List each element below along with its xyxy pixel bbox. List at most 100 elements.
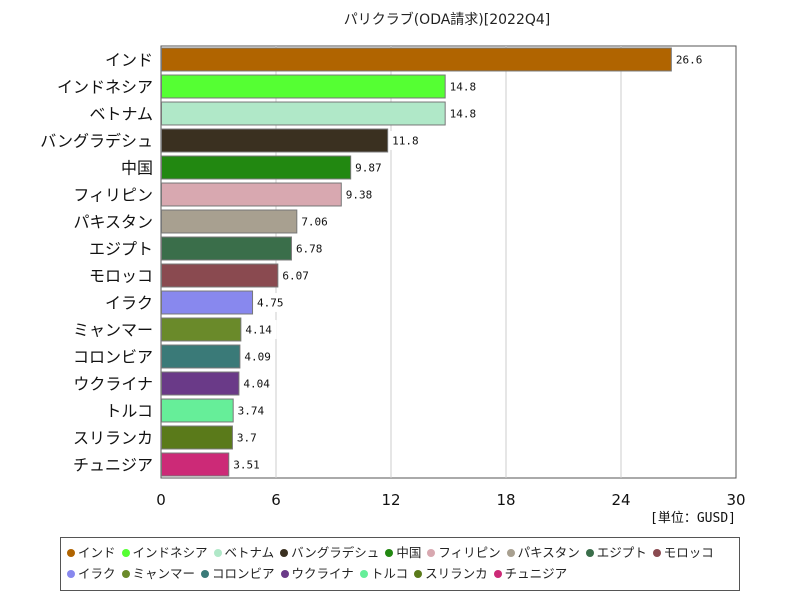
legend-item: インド [67, 542, 116, 563]
bar [161, 344, 241, 369]
category-label: インドネシア [57, 78, 153, 97]
legend-label: ウクライナ [291, 566, 354, 581]
value-label: 9.38 [346, 189, 373, 202]
bar [161, 317, 242, 342]
legend-label: モロッコ [663, 545, 714, 560]
legend: インド インドネシア ベトナム バングラデシュ 中国 フィリピン パキスタン エジプト モロッコ… [60, 537, 740, 591]
value-label: 4.09 [244, 351, 271, 364]
value-label: 14.8 [450, 108, 477, 121]
legend-swatch [201, 570, 210, 578]
x-tick-label: 18 [496, 491, 515, 509]
category-label: インド [105, 51, 153, 70]
value-label-bg [254, 293, 289, 312]
legend-swatch [67, 549, 75, 557]
legend-swatch [414, 570, 423, 578]
value-label: 4.14 [245, 324, 272, 337]
category-label: ベトナム [89, 105, 153, 124]
legend-label: ベトナム [224, 545, 275, 560]
value-label-bg [352, 158, 387, 177]
legend-item: インドネシア [121, 542, 208, 563]
value-label-bg [292, 239, 327, 258]
legend-label: ミャンマー [132, 566, 196, 581]
unit-label: [単位：GUSD] [650, 510, 736, 526]
legend-item: トルコ [359, 563, 408, 584]
legend-item: チュニジア [493, 563, 568, 584]
legend-swatch [67, 570, 75, 578]
legend-swatch [359, 570, 368, 578]
legend-label: インド [78, 545, 116, 560]
x-axis-ticks: 0 6 12 18 24 30 [156, 491, 745, 509]
legend-label: バングラデシュ [291, 545, 380, 560]
legend-swatch [121, 570, 130, 578]
value-label: 3.74 [238, 405, 265, 418]
bar [161, 209, 298, 234]
bars [161, 47, 672, 477]
legend-swatch [427, 549, 436, 557]
x-tick-label: 30 [726, 491, 745, 509]
category-label: モロッコ [89, 267, 153, 286]
value-label-bg [230, 455, 265, 474]
legend-item: モロッコ [652, 542, 714, 563]
bar [161, 128, 389, 153]
category-label: エジプト [89, 240, 153, 259]
legend-swatch [280, 570, 289, 578]
legend-label: 中国 [396, 545, 422, 560]
value-label: 4.04 [243, 378, 270, 391]
category-label: バングラデシュ [40, 132, 153, 151]
category-label: スリランカ [73, 429, 153, 448]
legend-label: スリランカ [425, 566, 488, 581]
legend-swatch [652, 549, 661, 557]
value-label: 26.6 [676, 54, 703, 67]
category-label: コロンビア [73, 348, 153, 367]
legend-label: コロンビア [212, 566, 275, 581]
legend-item: ベトナム [213, 542, 275, 563]
legend-item: パキスタン [506, 542, 580, 563]
legend-label: チュニジア [504, 566, 568, 581]
x-tick-label: 24 [611, 491, 630, 509]
category-label: チュニジア [73, 456, 153, 475]
value-label-bg [446, 104, 481, 123]
legend-item: スリランカ [414, 563, 488, 584]
legend-swatch [213, 549, 222, 557]
bar [161, 74, 446, 99]
value-label-bg [234, 401, 269, 420]
legend-label: インドネシア [132, 545, 208, 560]
value-label-bg [240, 374, 275, 393]
legend-item: エジプト [585, 542, 647, 563]
category-label: ウクライナ [73, 375, 153, 394]
bar [161, 236, 292, 261]
category-label: パキスタン [73, 213, 153, 232]
legend-label: エジプト [596, 545, 647, 560]
bar [161, 371, 240, 396]
legend-item: ミャンマー [121, 563, 196, 584]
category-label: イラク [105, 294, 153, 313]
legend-swatch [121, 549, 130, 557]
legend-swatch [280, 549, 289, 557]
category-label: トルコ [105, 402, 153, 421]
value-label: 6.07 [282, 270, 309, 283]
value-label: 9.87 [355, 162, 382, 175]
legend-item: イラク [67, 563, 116, 584]
category-label: フィリピン [73, 186, 153, 205]
value-label: 4.75 [257, 297, 284, 310]
legend-swatch [493, 570, 502, 578]
category-label: 中国 [121, 159, 153, 178]
chart-title: パリクラブ(ODA請求)[2022Q4] [344, 11, 551, 28]
legend-item: バングラデシュ [280, 542, 379, 563]
value-label: 11.8 [392, 135, 419, 148]
legend-swatch [506, 549, 515, 557]
x-tick-label: 6 [271, 491, 281, 509]
bar [161, 182, 342, 207]
bar [161, 452, 230, 477]
legend-label: フィリピン [438, 545, 501, 560]
legend-label: パキスタン [517, 545, 580, 560]
legend-item: 中国 [385, 542, 421, 563]
value-label-bg [233, 428, 261, 447]
value-label-bg [672, 50, 707, 69]
value-label-bg [389, 131, 424, 150]
value-labels: 26.6 14.8 14.8 11.8 9.87 9.38 7.06 6.78 6.07 4.75… [230, 50, 707, 474]
bar [161, 47, 672, 72]
legend-swatch [585, 549, 594, 557]
bar [161, 155, 352, 180]
value-label: 3.7 [237, 432, 257, 445]
